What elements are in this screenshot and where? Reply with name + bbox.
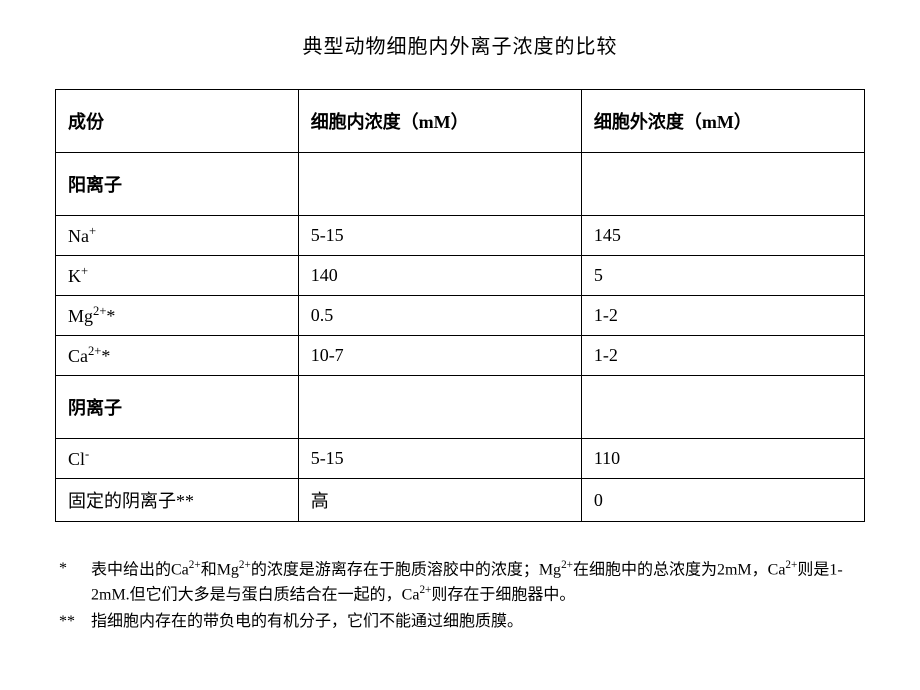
ion-cl: Cl- (56, 439, 299, 479)
empty-cell (581, 376, 864, 439)
table-row: 固定的阴离子** 高 0 (56, 479, 865, 522)
anion-section-row: 阴离子 (56, 376, 865, 439)
ion-na: Na+ (56, 216, 299, 256)
footnote-2: ** 指细胞内存在的带负电的有机分子，它们不能通过细胞质膜。 (59, 610, 861, 634)
col-component: 成份 (56, 90, 299, 153)
col-extracellular: 细胞外浓度（mM） (581, 90, 864, 153)
k-out: 5 (581, 256, 864, 296)
ca-in: 10-7 (298, 336, 581, 376)
empty-cell (298, 153, 581, 216)
ion-mg: Mg2+* (56, 296, 299, 336)
na-out: 145 (581, 216, 864, 256)
cl-in: 5-15 (298, 439, 581, 479)
table-row: Na+ 5-15 145 (56, 216, 865, 256)
table-row: Mg2+* 0.5 1-2 (56, 296, 865, 336)
footnote-1-text: 表中给出的Ca2+和Mg2+的浓度是游离存在于胞质溶胶中的浓度；Mg2+在细胞中… (91, 557, 861, 608)
mg-out: 1-2 (581, 296, 864, 336)
ca-out: 1-2 (581, 336, 864, 376)
fixed-in: 高 (298, 479, 581, 522)
page-title: 典型动物细胞内外离子浓度的比较 (55, 30, 865, 59)
ion-k: K+ (56, 256, 299, 296)
footnotes: * 表中给出的Ca2+和Mg2+的浓度是游离存在于胞质溶胶中的浓度；Mg2+在细… (55, 557, 865, 634)
footnote-1: * 表中给出的Ca2+和Mg2+的浓度是游离存在于胞质溶胶中的浓度；Mg2+在细… (59, 557, 861, 608)
ion-ca: Ca2+* (56, 336, 299, 376)
ion-table: 成份 细胞内浓度（mM） 细胞外浓度（mM） 阳离子 Na+ 5-15 145 … (55, 89, 865, 522)
footnote-1-marker: * (59, 557, 91, 608)
cl-out: 110 (581, 439, 864, 479)
table-row: K+ 140 5 (56, 256, 865, 296)
cation-section-row: 阳离子 (56, 153, 865, 216)
k-in: 140 (298, 256, 581, 296)
table-row: Cl- 5-15 110 (56, 439, 865, 479)
fixed-out: 0 (581, 479, 864, 522)
empty-cell (581, 153, 864, 216)
anion-label: 阴离子 (56, 376, 299, 439)
na-in: 5-15 (298, 216, 581, 256)
header-row: 成份 细胞内浓度（mM） 细胞外浓度（mM） (56, 90, 865, 153)
table-row: Ca2+* 10-7 1-2 (56, 336, 865, 376)
col-intracellular: 细胞内浓度（mM） (298, 90, 581, 153)
empty-cell (298, 376, 581, 439)
footnote-2-marker: ** (59, 610, 91, 634)
cation-label: 阳离子 (56, 153, 299, 216)
footnote-2-text: 指细胞内存在的带负电的有机分子，它们不能通过细胞质膜。 (91, 610, 861, 634)
ion-fixed-anion: 固定的阴离子** (56, 479, 299, 522)
mg-in: 0.5 (298, 296, 581, 336)
